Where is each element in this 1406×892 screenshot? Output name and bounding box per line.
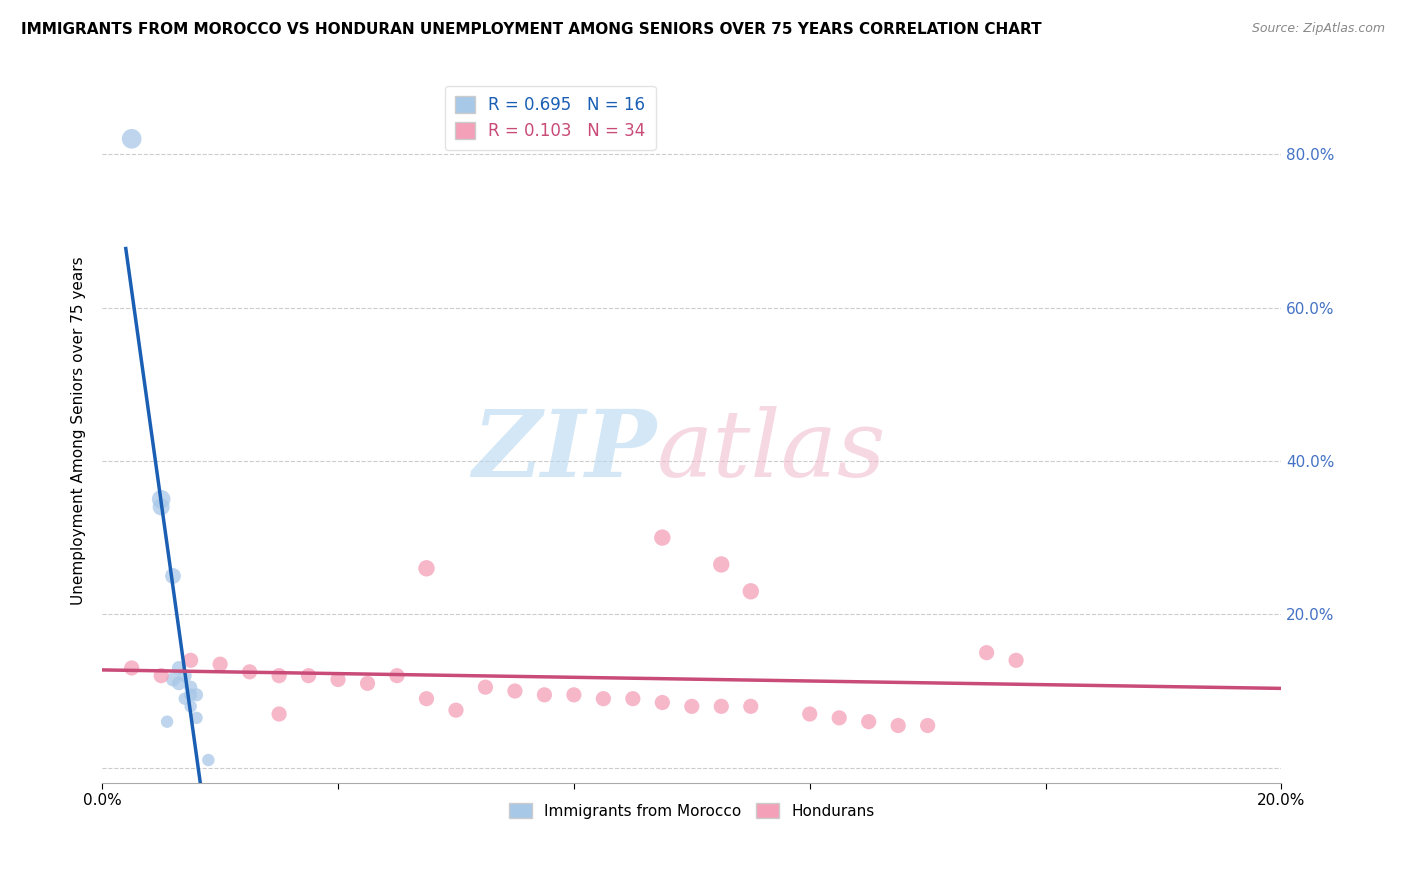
- Point: [267, 668, 290, 682]
- Point: [710, 558, 733, 572]
- Point: [297, 668, 319, 682]
- Point: [180, 680, 202, 694]
- Point: [173, 691, 195, 706]
- Point: [740, 584, 762, 599]
- Point: [162, 569, 184, 583]
- Point: [209, 657, 232, 672]
- Y-axis label: Unemployment Among Seniors over 75 years: Unemployment Among Seniors over 75 years: [72, 256, 86, 605]
- Point: [917, 718, 939, 732]
- Point: [162, 673, 184, 687]
- Text: Source: ZipAtlas.com: Source: ZipAtlas.com: [1251, 22, 1385, 36]
- Point: [150, 492, 173, 507]
- Point: [503, 684, 526, 698]
- Point: [121, 132, 143, 146]
- Point: [156, 714, 179, 729]
- Point: [474, 680, 496, 694]
- Point: [651, 696, 673, 710]
- Point: [180, 688, 202, 702]
- Point: [121, 661, 143, 675]
- Point: [651, 531, 673, 545]
- Point: [180, 699, 202, 714]
- Point: [186, 711, 208, 725]
- Point: [167, 676, 190, 690]
- Point: [828, 711, 851, 725]
- Point: [592, 691, 614, 706]
- Point: [740, 699, 762, 714]
- Point: [239, 665, 262, 679]
- Point: [533, 688, 555, 702]
- Point: [385, 668, 408, 682]
- Point: [444, 703, 467, 717]
- Text: IMMIGRANTS FROM MOROCCO VS HONDURAN UNEMPLOYMENT AMONG SENIORS OVER 75 YEARS COR: IMMIGRANTS FROM MOROCCO VS HONDURAN UNEM…: [21, 22, 1042, 37]
- Point: [150, 668, 173, 682]
- Point: [167, 661, 190, 675]
- Point: [710, 699, 733, 714]
- Point: [858, 714, 880, 729]
- Point: [326, 673, 349, 687]
- Text: ZIP: ZIP: [472, 407, 657, 497]
- Point: [887, 718, 910, 732]
- Point: [1005, 653, 1028, 667]
- Point: [186, 688, 208, 702]
- Point: [180, 653, 202, 667]
- Legend: Immigrants from Morocco, Hondurans: Immigrants from Morocco, Hondurans: [503, 797, 882, 825]
- Point: [267, 706, 290, 721]
- Point: [562, 688, 585, 702]
- Point: [681, 699, 703, 714]
- Point: [173, 668, 195, 682]
- Point: [799, 706, 821, 721]
- Point: [150, 500, 173, 514]
- Point: [976, 646, 998, 660]
- Point: [356, 676, 378, 690]
- Point: [621, 691, 644, 706]
- Point: [197, 753, 219, 767]
- Text: atlas: atlas: [657, 407, 886, 497]
- Point: [415, 691, 437, 706]
- Point: [415, 561, 437, 575]
